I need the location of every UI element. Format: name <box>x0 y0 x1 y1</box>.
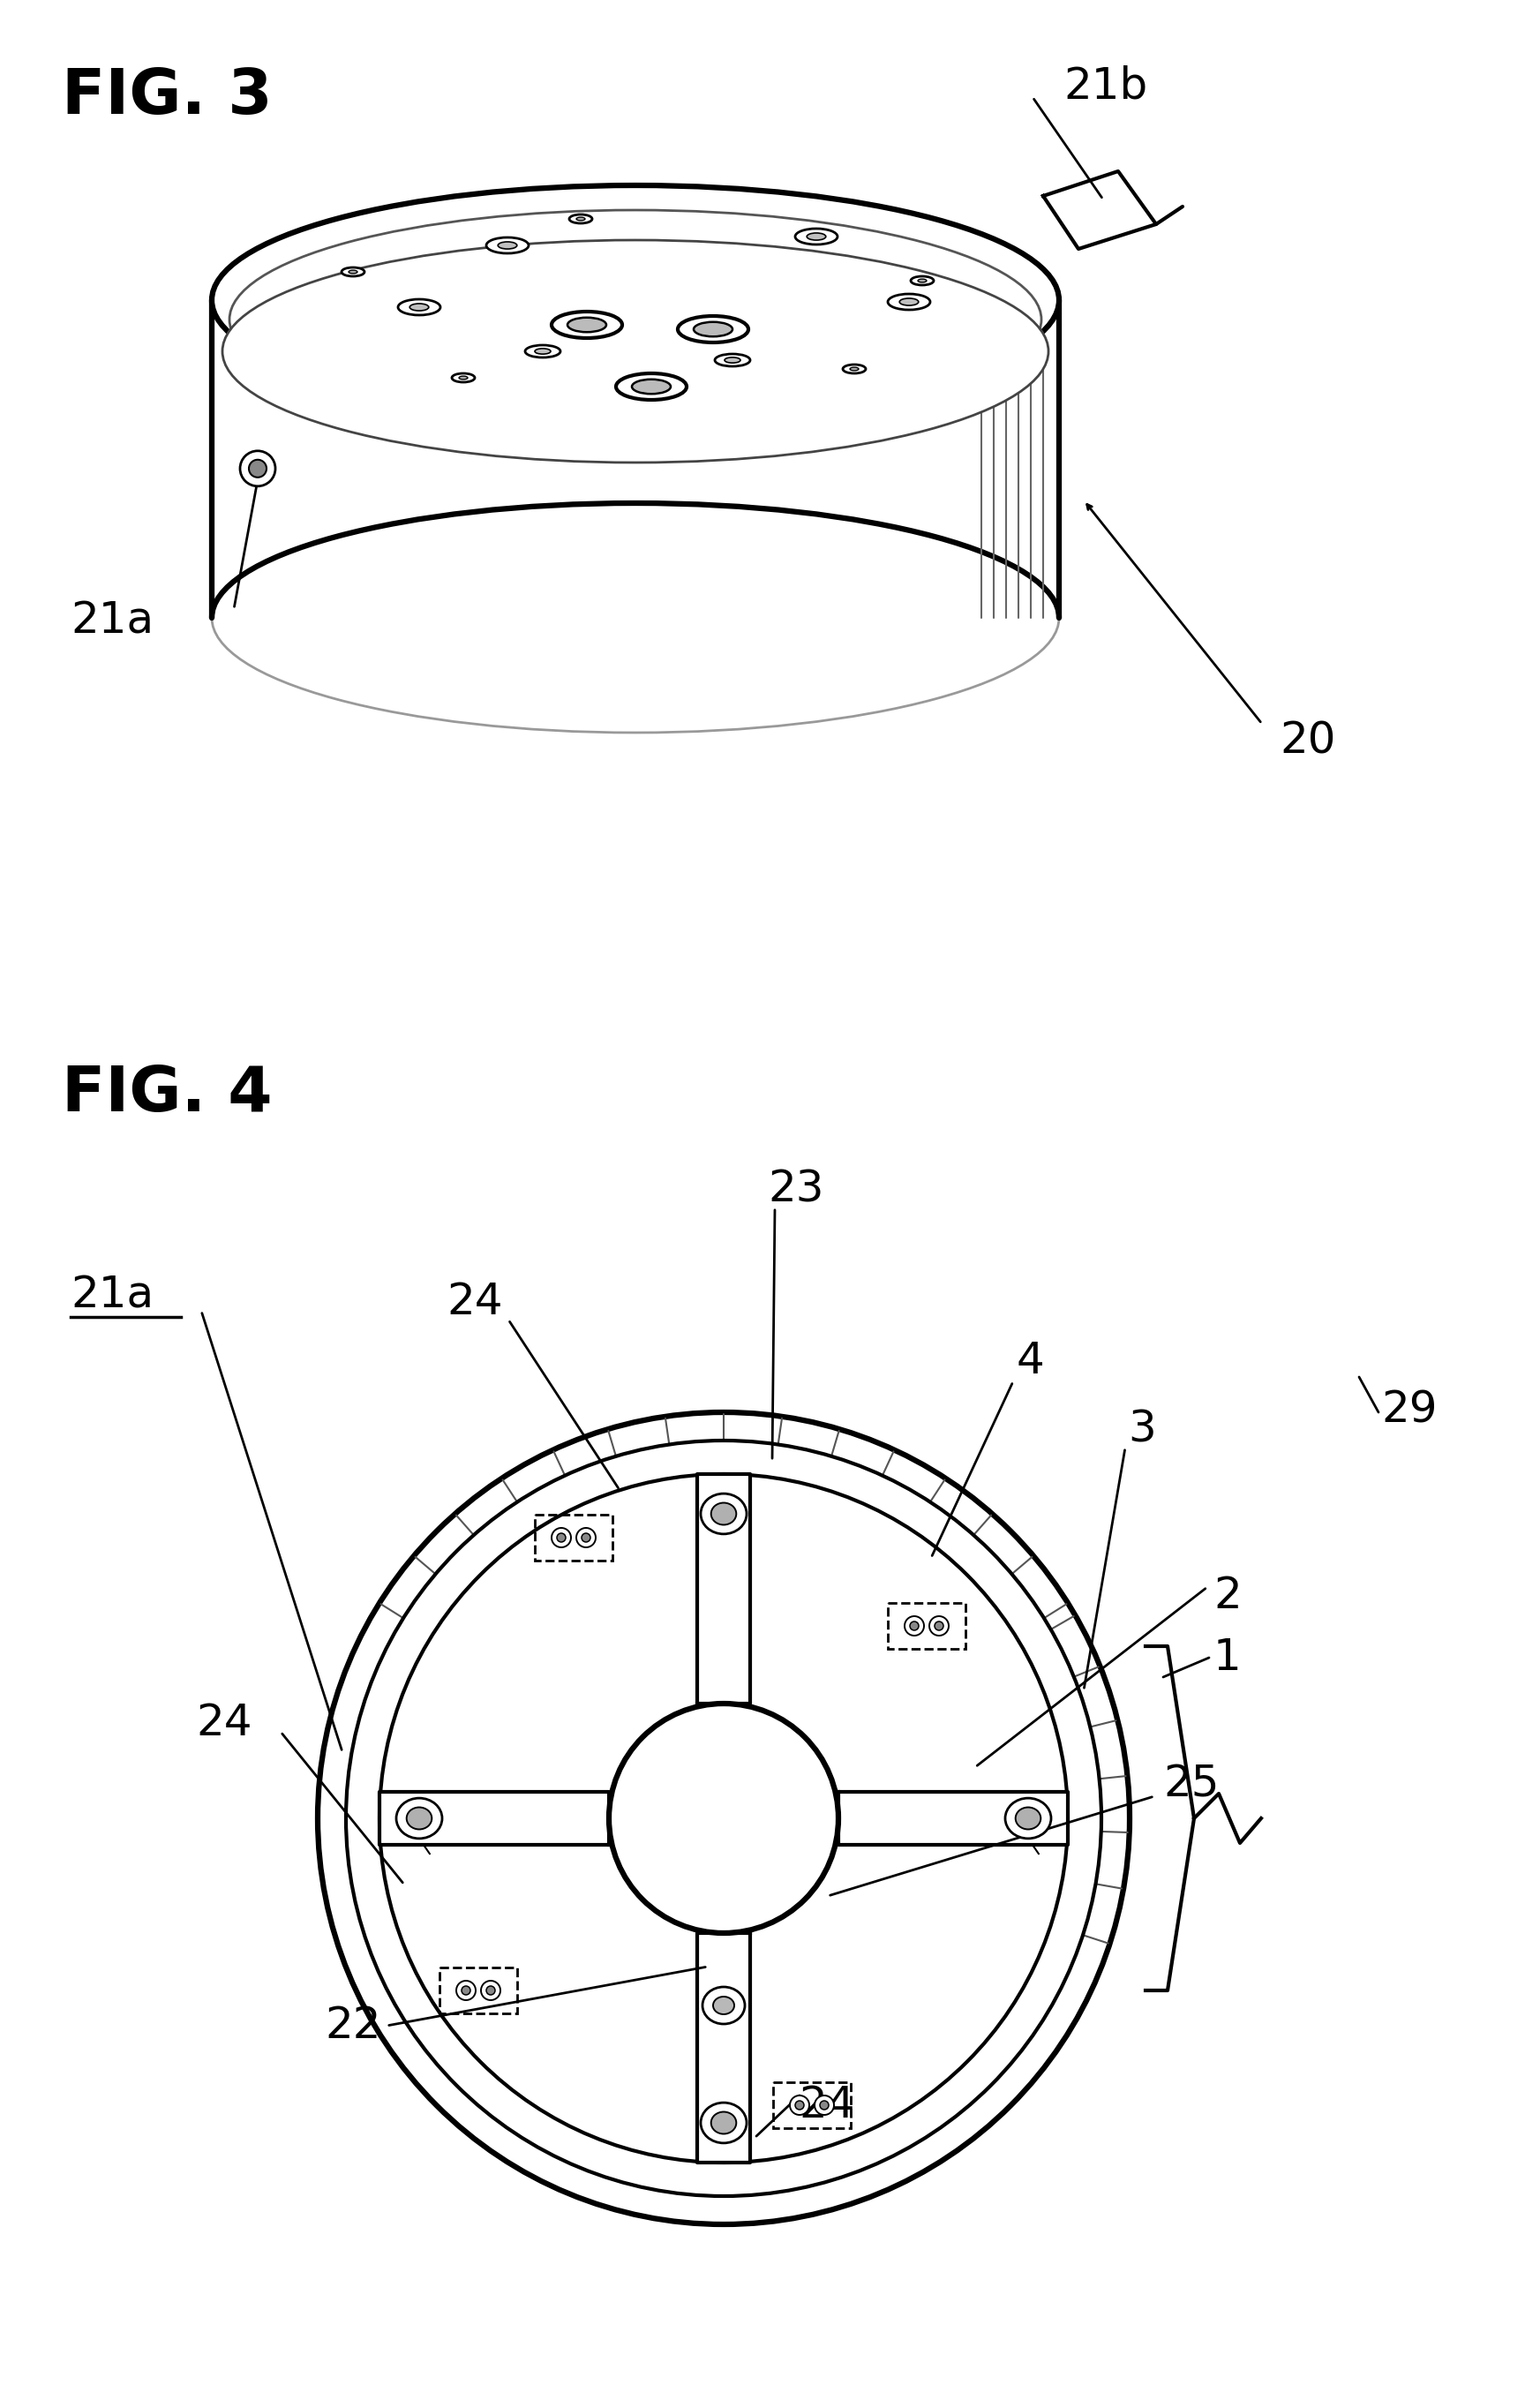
Text: 22: 22 <box>325 2003 380 2046</box>
Ellipse shape <box>678 315 748 343</box>
Ellipse shape <box>487 238 528 253</box>
Polygon shape <box>698 1934 750 2163</box>
Ellipse shape <box>715 353 750 367</box>
Circle shape <box>608 1703 838 1934</box>
Ellipse shape <box>576 1529 596 1548</box>
Ellipse shape <box>342 267 365 277</box>
Text: FIG. 4: FIG. 4 <box>62 1064 273 1126</box>
Ellipse shape <box>889 293 930 310</box>
Ellipse shape <box>222 241 1049 463</box>
Ellipse shape <box>935 1622 944 1631</box>
Text: 24: 24 <box>196 1703 253 1743</box>
Ellipse shape <box>459 377 468 379</box>
Ellipse shape <box>525 346 561 358</box>
Ellipse shape <box>850 367 859 370</box>
Text: 23: 23 <box>768 1169 824 1212</box>
Ellipse shape <box>240 451 276 487</box>
Ellipse shape <box>249 460 266 477</box>
Ellipse shape <box>567 317 607 332</box>
Ellipse shape <box>724 358 741 363</box>
Ellipse shape <box>451 374 474 382</box>
Text: 21a: 21a <box>71 599 154 642</box>
Ellipse shape <box>1015 1808 1041 1829</box>
Circle shape <box>317 1412 1130 2225</box>
Ellipse shape <box>701 2104 747 2144</box>
Text: 2: 2 <box>1214 1574 1241 1617</box>
Ellipse shape <box>899 298 918 305</box>
Ellipse shape <box>348 270 357 274</box>
Text: 4: 4 <box>1016 1340 1044 1383</box>
Ellipse shape <box>713 1996 735 2015</box>
Text: 29: 29 <box>1381 1390 1437 1431</box>
Ellipse shape <box>1006 1798 1052 1839</box>
Ellipse shape <box>480 1980 501 2001</box>
Ellipse shape <box>551 1529 571 1548</box>
Ellipse shape <box>576 217 585 219</box>
Ellipse shape <box>396 1798 442 1839</box>
Ellipse shape <box>631 379 671 394</box>
Ellipse shape <box>910 1622 919 1631</box>
Ellipse shape <box>711 1503 736 1524</box>
Ellipse shape <box>616 374 687 401</box>
Ellipse shape <box>929 1617 949 1636</box>
Text: 24: 24 <box>447 1281 502 1324</box>
Ellipse shape <box>534 348 551 353</box>
Ellipse shape <box>410 303 428 310</box>
Ellipse shape <box>842 365 865 374</box>
Text: FIG. 3: FIG. 3 <box>62 67 273 126</box>
Text: 21b: 21b <box>1064 64 1147 107</box>
Ellipse shape <box>701 1493 747 1534</box>
Ellipse shape <box>497 241 517 248</box>
Polygon shape <box>1043 172 1157 248</box>
Ellipse shape <box>582 1534 590 1543</box>
Ellipse shape <box>551 312 622 339</box>
Ellipse shape <box>795 229 838 246</box>
Ellipse shape <box>910 277 933 286</box>
Text: 20: 20 <box>1280 720 1335 763</box>
Ellipse shape <box>795 2101 804 2111</box>
Ellipse shape <box>557 1534 565 1543</box>
Text: 3: 3 <box>1127 1410 1157 1450</box>
Ellipse shape <box>790 2096 810 2115</box>
Ellipse shape <box>819 2101 829 2111</box>
Polygon shape <box>379 1791 608 1846</box>
Polygon shape <box>698 1474 750 1703</box>
Text: 25: 25 <box>1163 1763 1220 1805</box>
Ellipse shape <box>711 2111 736 2135</box>
Ellipse shape <box>462 1987 470 1994</box>
Ellipse shape <box>397 298 440 315</box>
Ellipse shape <box>487 1987 494 1994</box>
Ellipse shape <box>693 322 733 336</box>
Ellipse shape <box>904 1617 924 1636</box>
Ellipse shape <box>213 186 1060 415</box>
Text: 24: 24 <box>799 2084 855 2127</box>
Ellipse shape <box>229 210 1041 429</box>
Ellipse shape <box>570 215 593 224</box>
Text: 21a: 21a <box>71 1274 154 1317</box>
Ellipse shape <box>918 279 927 281</box>
Ellipse shape <box>407 1808 431 1829</box>
Text: 1: 1 <box>1214 1636 1241 1679</box>
Ellipse shape <box>815 2096 835 2115</box>
Ellipse shape <box>807 234 825 241</box>
Polygon shape <box>838 1791 1067 1846</box>
Ellipse shape <box>456 1980 476 2001</box>
Ellipse shape <box>702 1987 745 2025</box>
